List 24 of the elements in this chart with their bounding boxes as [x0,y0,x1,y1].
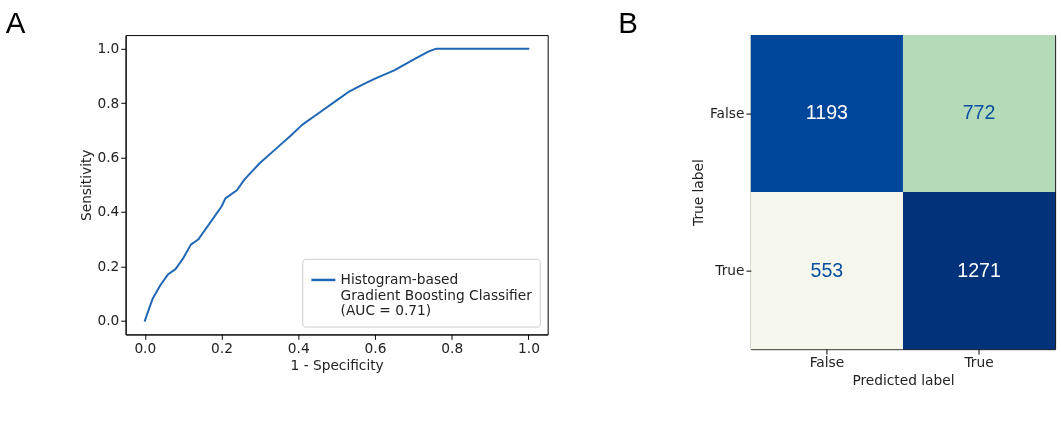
y-tick-label: 0.0 [97,312,120,329]
x-axis-title: 1 - Specificity [290,357,384,374]
x-tick-label: 0.0 [134,339,157,356]
chart-title: A [5,6,26,40]
y-axis-title: True label [690,159,707,227]
data-label: 1271 [957,258,1001,281]
x-tick-label: 0.2 [211,339,233,356]
y-tick-label: 0.4 [97,203,120,220]
y-tick-label: 1.0 [97,40,120,57]
y-tick-label: 0.2 [97,257,120,274]
x-tick-label: 0.8 [441,339,464,356]
data-label: 772 [962,101,996,124]
y-axis-title: Sensitivity [77,149,94,222]
data-label: 1193 [805,101,849,124]
data-label: 553 [810,258,844,281]
y-tick-label: 0.6 [97,148,120,165]
x-tick-label: 0.6 [364,339,387,356]
y-tick-label: 0.8 [97,94,120,111]
x-tick-label: 1.0 [518,339,540,356]
x-axis-title: Predicted label [852,371,955,388]
chart-title: B [618,6,638,40]
x-tick-label: 0.4 [287,339,310,356]
line-series [143,47,530,322]
legend-label: Histogram-based Gradient Boosting Classifier (AUC = 0.71) [340,270,533,319]
